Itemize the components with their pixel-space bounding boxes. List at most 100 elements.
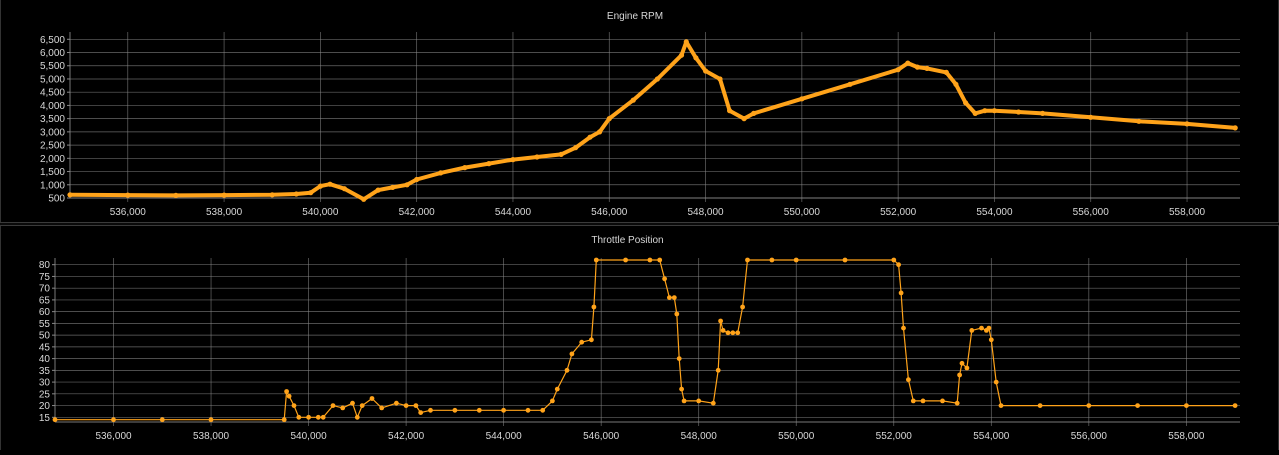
engine-rpm-x-tick-label: 542,000 <box>399 207 436 218</box>
engine-rpm-data-point <box>943 69 949 75</box>
throttle-position-data-point <box>679 386 684 392</box>
throttle-position-data-point <box>710 400 716 406</box>
throttle-position-data-point <box>674 311 680 317</box>
engine-rpm-data-point <box>751 110 757 116</box>
engine-rpm-y-tick-label: 500 <box>48 194 65 205</box>
throttle-position-data-point <box>676 356 682 361</box>
throttle-position-y-tick-label: 30 <box>39 378 51 389</box>
throttle-position-x-tick-label: 558,000 <box>1168 431 1205 442</box>
throttle-position-data-point <box>1232 403 1238 408</box>
engine-rpm-data-point <box>982 108 988 114</box>
engine-rpm-data-point <box>327 181 333 187</box>
throttle-position-data-point <box>306 414 311 420</box>
engine-rpm-data-point <box>630 97 636 103</box>
throttle-position-data-point <box>579 339 585 345</box>
throttle-position-data-point <box>745 257 750 263</box>
engine-rpm-data-point <box>375 187 381 193</box>
throttle-position-data-point <box>428 407 433 413</box>
throttle-position-data-point <box>954 400 960 406</box>
throttle-position-data-point <box>315 414 321 420</box>
engine-rpm-y-tick-label: 5,000 <box>40 74 65 85</box>
throttle-position-y-tick-label: 50 <box>39 331 51 342</box>
engine-rpm-x-tick-label: 554,000 <box>976 207 1013 218</box>
engine-rpm-y-tick-label: 4,000 <box>40 101 65 112</box>
throttle-position-x-tick-label: 550,000 <box>778 431 815 442</box>
throttle-position-data-point <box>111 417 116 423</box>
throttle-position-data-point <box>891 257 897 263</box>
throttle-position-data-point <box>647 257 653 263</box>
engine-rpm-x-tick-label: 536,000 <box>110 207 147 218</box>
engine-rpm-data-point <box>390 184 396 190</box>
engine-rpm-data-point <box>587 134 593 140</box>
engine-rpm-y-tick-label: 3,500 <box>40 114 65 125</box>
throttle-position-data-point <box>906 377 911 383</box>
throttle-position-data-point <box>281 417 287 423</box>
throttle-position-data-point <box>898 290 904 296</box>
throttle-position-data-point <box>769 257 775 263</box>
engine-rpm-data-point <box>1015 109 1022 115</box>
engine-rpm-data-point <box>895 67 901 73</box>
throttle-position-x-tick-label: 554,000 <box>973 431 1010 442</box>
throttle-position-data-point <box>284 389 289 394</box>
engine-rpm-x-tick-label: 558,000 <box>1169 207 1206 218</box>
engine-rpm-data-point <box>1088 114 1094 120</box>
throttle-position-data-point <box>413 403 419 408</box>
engine-rpm-y-tick-label: 2,000 <box>40 154 65 165</box>
throttle-position-data-point <box>671 295 677 300</box>
engine-rpm-data-point <box>1136 118 1142 124</box>
engine-rpm-data-point <box>317 183 323 189</box>
engine-rpm-title: Engine RPM <box>607 11 663 22</box>
engine-rpm-data-point <box>67 192 73 198</box>
throttle-position-data-point <box>969 328 975 333</box>
engine-rpm-data-point <box>703 68 709 74</box>
throttle-position-data-point <box>52 417 58 423</box>
throttle-position-data-point <box>591 304 597 310</box>
throttle-position-title: Throttle Position <box>591 235 663 246</box>
throttle-position-data-point <box>715 367 721 373</box>
engine-rpm-y-tick-label: 6,000 <box>40 48 65 59</box>
throttle-position-data-point <box>730 330 736 336</box>
engine-rpm-x-tick-label: 538,000 <box>206 207 243 218</box>
throttle-position-data-point <box>369 396 375 401</box>
throttle-position-x-tick-label: 538,000 <box>193 431 230 442</box>
engine-rpm-y-tick-label: 4,500 <box>40 88 65 99</box>
throttle-position-data-point <box>286 393 292 399</box>
throttle-position-data-point <box>623 257 628 263</box>
engine-rpm-data-point <box>361 196 367 202</box>
engine-rpm-data-point <box>341 186 347 192</box>
engine-rpm-y-tick-label: 1,500 <box>40 167 65 178</box>
engine-rpm-data-point <box>597 129 603 135</box>
throttle-position-data-point <box>735 330 741 336</box>
engine-rpm-data-point <box>221 192 227 198</box>
throttle-position-data-point <box>320 414 326 420</box>
throttle-position-x-tick-label: 552,000 <box>876 431 913 442</box>
throttle-position-data-point <box>662 276 667 282</box>
throttle-position-y-tick-label: 80 <box>39 260 51 271</box>
throttle-position-x-tick-label: 546,000 <box>583 431 620 442</box>
throttle-position-data-point <box>998 403 1004 408</box>
panel-divider <box>0 222 1279 226</box>
throttle-position-data-point <box>354 414 360 420</box>
throttle-position-x-tick-label: 556,000 <box>1071 431 1108 442</box>
engine-rpm-data-point <box>1040 110 1046 116</box>
engine-rpm-data-point <box>953 81 959 87</box>
throttle-position-y-tick-label: 75 <box>39 272 51 283</box>
engine-rpm-x-tick-label: 548,000 <box>687 207 724 218</box>
throttle-position-y-tick-label: 60 <box>39 307 51 318</box>
throttle-position-series-line <box>55 259 1236 421</box>
throttle-position-data-point <box>1184 403 1189 408</box>
engine-rpm-data-point <box>847 81 853 87</box>
throttle-position-data-point <box>842 257 848 263</box>
engine-rpm-x-tick-label: 544,000 <box>495 207 532 218</box>
engine-rpm-y-tick-label: 3,000 <box>40 127 65 138</box>
throttle-position-data-point <box>340 405 346 411</box>
throttle-position-data-point <box>720 328 726 333</box>
throttle-position-x-tick-label: 548,000 <box>681 431 718 442</box>
throttle-position-data-point <box>986 325 992 331</box>
engine-rpm-data-point <box>438 170 444 176</box>
throttle-position-y-tick-label: 20 <box>39 401 51 412</box>
engine-rpm-data-point <box>991 108 998 114</box>
throttle-position-data-point <box>569 351 575 357</box>
throttle-position-data-point <box>564 367 570 373</box>
throttle-position-data-point <box>379 405 385 411</box>
